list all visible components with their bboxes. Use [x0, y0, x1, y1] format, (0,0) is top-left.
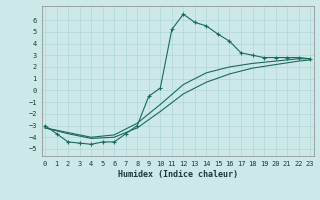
X-axis label: Humidex (Indice chaleur): Humidex (Indice chaleur) [118, 170, 237, 179]
